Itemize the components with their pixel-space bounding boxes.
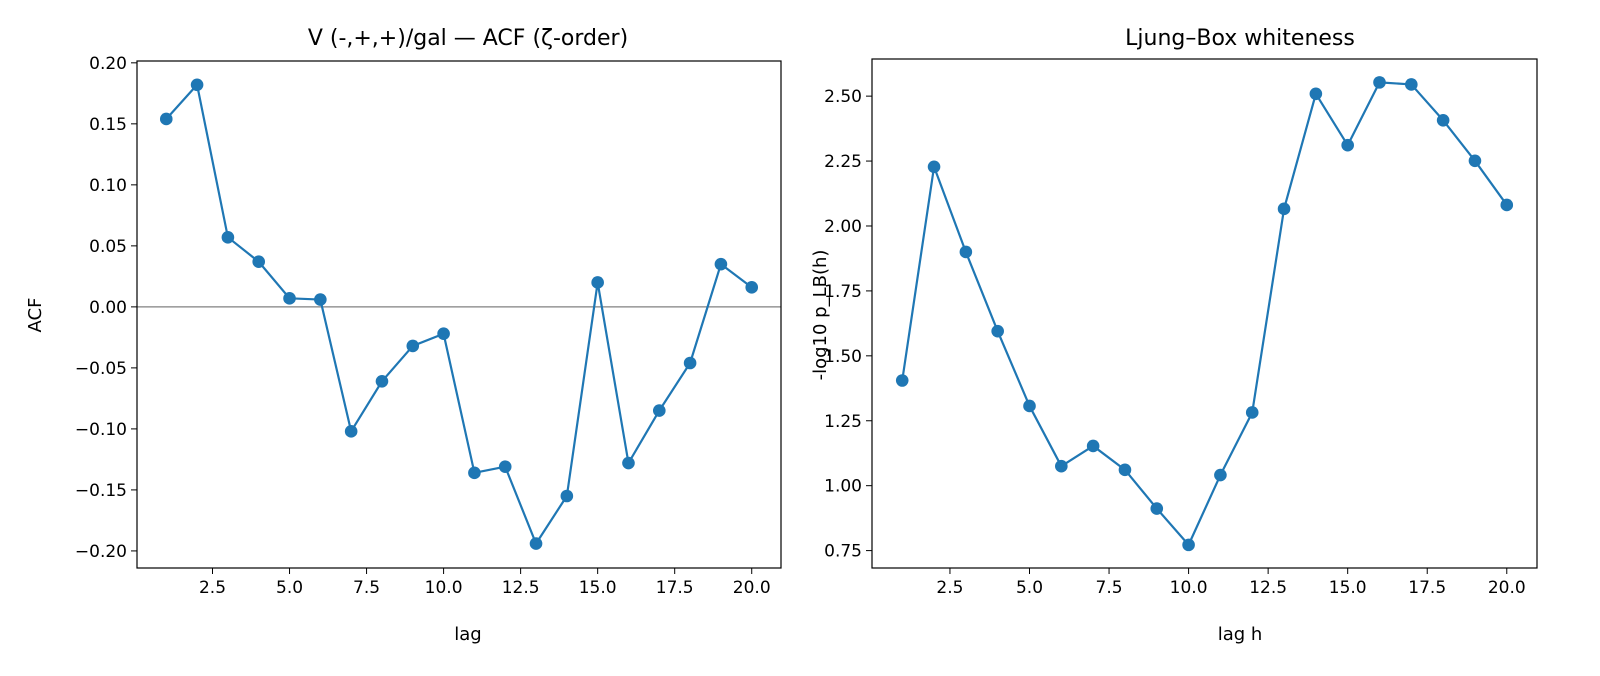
ljung-box-x-tick-label: 2.5 bbox=[936, 578, 963, 598]
acf-data-point bbox=[714, 257, 728, 271]
acf-data-point bbox=[221, 231, 235, 244]
acf-data-point bbox=[529, 537, 543, 550]
ljung-box-y-tick-label: 1.50 bbox=[824, 347, 862, 367]
ljung-box-axes-frame bbox=[871, 58, 1538, 569]
acf-series-line bbox=[165, 83, 753, 545]
acf-y-tick-label: −0.05 bbox=[75, 359, 127, 379]
ljung-box-data-point bbox=[991, 324, 1004, 338]
acf-x-tick-label: 17.5 bbox=[656, 578, 694, 598]
acf-data-point bbox=[622, 456, 635, 470]
ljung-box-data-point bbox=[1214, 468, 1227, 482]
ljung-box-data-point bbox=[1405, 78, 1418, 91]
ljung-box-x-tick-label: 12.5 bbox=[1249, 578, 1287, 598]
acf-x-tick-label: 7.5 bbox=[353, 578, 380, 598]
ljung-box-x-axis-label: lag h bbox=[1218, 624, 1263, 645]
acf-x-tick-label: 2.5 bbox=[199, 578, 226, 598]
ljung-box-data-point bbox=[1182, 538, 1195, 552]
acf-x-tick-label: 5.0 bbox=[276, 578, 303, 598]
acf-x-tick-label: 15.0 bbox=[579, 578, 617, 598]
acf-data-point bbox=[468, 466, 481, 480]
acf-data-point bbox=[375, 375, 389, 388]
ljung-box-data-point bbox=[1341, 138, 1354, 152]
ljung-box-data-point bbox=[1309, 87, 1323, 101]
acf-x-tick-label: 12.5 bbox=[502, 578, 540, 598]
ljung-box-data-point bbox=[927, 160, 941, 174]
acf-chart-title: V (-,+,+)/gal — ACF (ζ-order) bbox=[308, 26, 628, 51]
ljung-box-y-axis-label: -log10 p_LB(h) bbox=[810, 250, 831, 381]
ljung-box-data-point bbox=[1023, 399, 1036, 413]
acf-y-tick-label: −0.20 bbox=[75, 542, 127, 562]
ljung-box-data-point bbox=[895, 374, 909, 387]
ljung-box-data-point bbox=[1086, 439, 1100, 453]
ljung-box-data-point bbox=[1277, 202, 1291, 216]
acf-data-point bbox=[745, 281, 759, 294]
acf-data-point bbox=[406, 339, 420, 353]
acf-data-point bbox=[159, 112, 173, 126]
acf-y-axis-label: ACF bbox=[25, 298, 46, 333]
ljung-box-y-tick-label: 1.25 bbox=[824, 412, 862, 432]
ljung-box-chart-title: Ljung–Box whiteness bbox=[1125, 26, 1355, 51]
acf-data-point bbox=[283, 292, 296, 305]
ljung-box-data-point bbox=[1436, 113, 1450, 127]
ljung-box-data-point bbox=[1373, 76, 1386, 89]
acf-y-tick-label: −0.10 bbox=[75, 420, 127, 440]
acf-x-tick-label: 10.0 bbox=[425, 578, 463, 598]
ljung-box-series-line bbox=[901, 81, 1508, 546]
acf-y-tick-label: −0.15 bbox=[75, 481, 127, 501]
acf-data-point bbox=[683, 356, 697, 370]
acf-data-point bbox=[498, 460, 512, 474]
acf-data-point bbox=[560, 489, 574, 503]
ljung-box-data-point bbox=[1468, 154, 1482, 168]
acf-y-tick-label: 0.05 bbox=[89, 237, 127, 257]
ljung-box-x-tick-label: 20.0 bbox=[1488, 578, 1526, 598]
ljung-box-y-tick-label: 2.50 bbox=[824, 87, 862, 107]
ljung-box-y-tick-label: 0.75 bbox=[824, 542, 862, 562]
acf-data-point bbox=[344, 425, 358, 438]
acf-data-point bbox=[252, 255, 266, 269]
ljung-box-y-tick-label: 1.75 bbox=[824, 282, 862, 302]
acf-axes-frame bbox=[136, 60, 782, 569]
acf-panel: V (-,+,+)/gal — ACF (ζ-order) lag ACF 2.… bbox=[25, 26, 782, 645]
ljung-box-data-point bbox=[1150, 502, 1164, 515]
ljung-box-x-tick-label: 10.0 bbox=[1170, 578, 1208, 598]
acf-y-tick-label: 0.00 bbox=[89, 298, 127, 318]
ljung-box-x-tick-label: 17.5 bbox=[1408, 578, 1446, 598]
ljung-box-x-tick-label: 15.0 bbox=[1329, 578, 1367, 598]
ljung-box-data-point bbox=[959, 245, 973, 259]
ljung-box-y-tick-label: 2.00 bbox=[824, 217, 862, 237]
acf-data-point bbox=[652, 404, 666, 417]
ljung-box-panel: Ljung–Box whiteness lag h -log10 p_LB(h)… bbox=[810, 26, 1538, 645]
acf-x-axis-label: lag bbox=[454, 624, 481, 645]
ljung-box-y-tick-label: 1.00 bbox=[824, 477, 862, 497]
ljung-box-data-point bbox=[1118, 463, 1132, 477]
acf-data-point bbox=[314, 293, 327, 306]
acf-data-point bbox=[190, 78, 204, 92]
ljung-box-x-tick-label: 5.0 bbox=[1016, 578, 1043, 598]
ljung-box-data-point bbox=[1245, 406, 1259, 419]
ljung-box-x-tick-label: 7.5 bbox=[1096, 578, 1123, 598]
ljung-box-data-point bbox=[1500, 198, 1514, 212]
acf-x-tick-label: 20.0 bbox=[733, 578, 771, 598]
ljung-box-data-point bbox=[1055, 459, 1068, 473]
acf-data-point bbox=[591, 276, 604, 289]
acf-data-point bbox=[437, 327, 450, 341]
acf-y-tick-label: 0.20 bbox=[89, 54, 127, 74]
ljung-box-y-tick-label: 2.25 bbox=[824, 152, 862, 172]
acf-y-tick-label: 0.15 bbox=[89, 115, 127, 135]
acf-y-tick-label: 0.10 bbox=[89, 176, 127, 196]
